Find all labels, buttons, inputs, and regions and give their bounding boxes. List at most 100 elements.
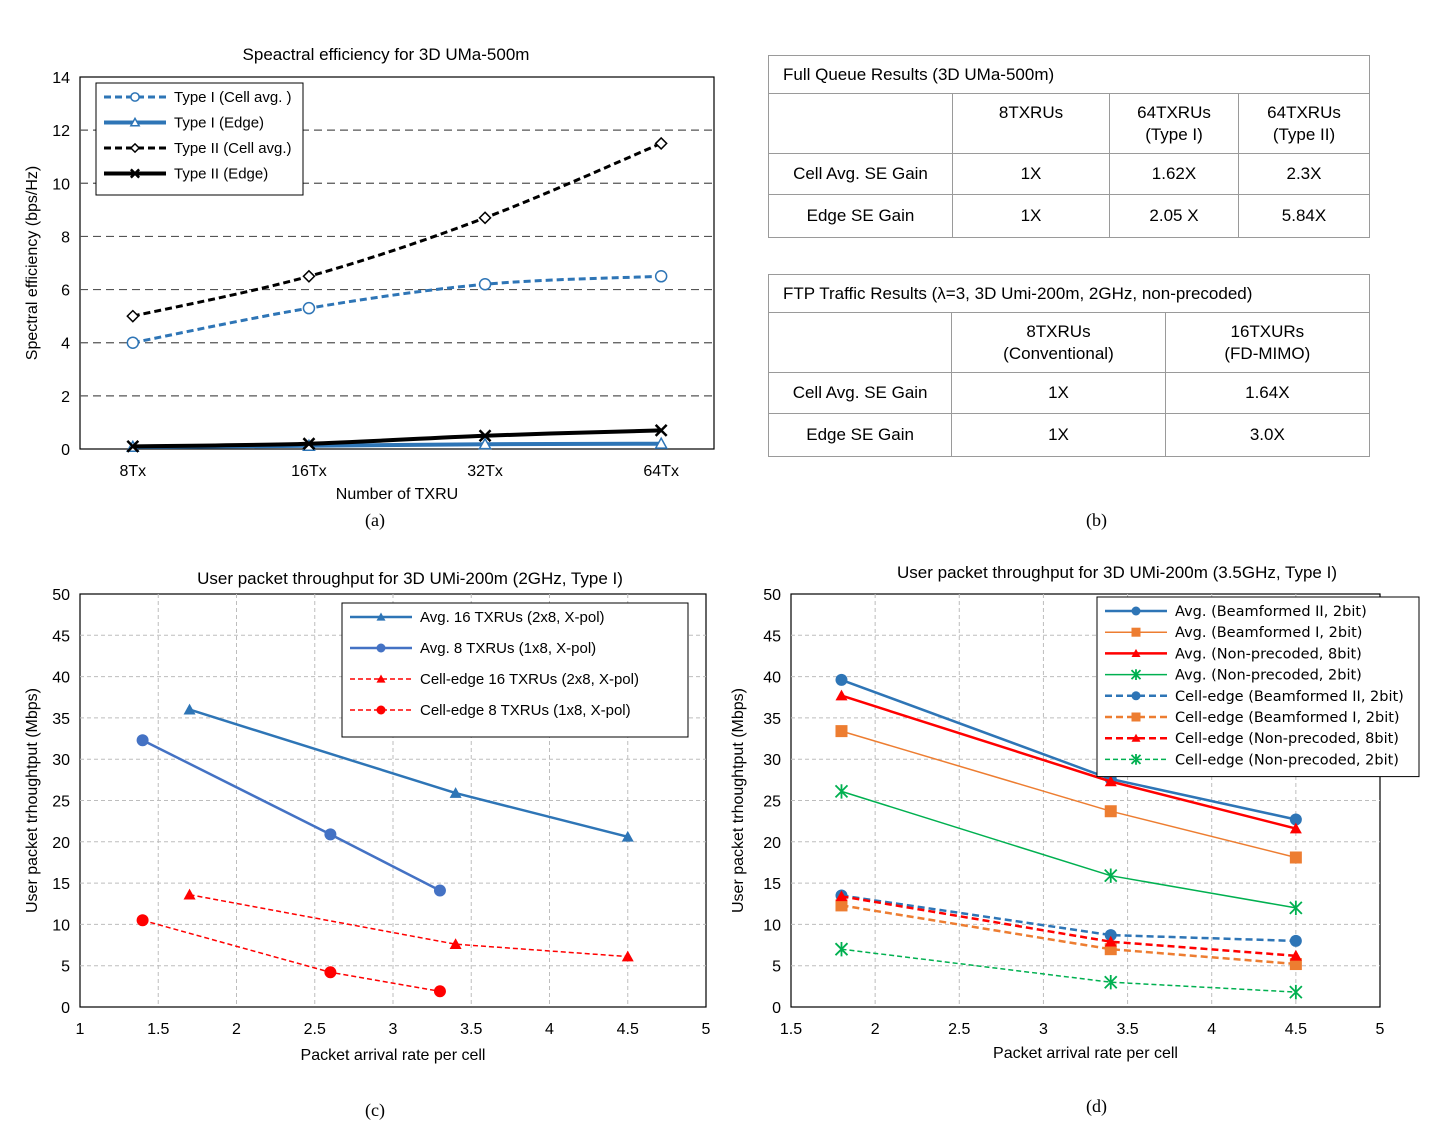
series-line xyxy=(132,274,662,345)
data-point xyxy=(478,429,492,443)
ftp-title: FTP Traffic Results (λ=3, 3D Umi-200m, 2… xyxy=(768,274,1370,313)
data-point xyxy=(1131,606,1141,616)
legend-label: Avg. 8 TXRUs (1x8, X-pol) xyxy=(420,640,596,657)
x-tick-label: 4.5 xyxy=(617,1021,639,1038)
y-tick-label: 25 xyxy=(763,794,781,811)
chart-title: User packet throughput for 3D UMi-200m (… xyxy=(897,563,1337,582)
data-point xyxy=(130,92,140,102)
data-point xyxy=(654,436,668,449)
data-point xyxy=(136,734,149,747)
y-tick-label: 40 xyxy=(52,670,70,687)
caption-b: (b) xyxy=(1086,510,1107,530)
x-tick-label: 5 xyxy=(702,1021,711,1038)
y-axis-label: User packet trhoughtput (Mbps) xyxy=(24,688,41,913)
ftp-header-8txrus: 8TXRUs (Conventional) xyxy=(951,312,1166,373)
data-point xyxy=(835,689,848,701)
data-point xyxy=(478,211,492,225)
series-2 xyxy=(835,689,1302,834)
ftp-traffic-results-table: FTP Traffic Results (λ=3, 3D Umi-200m, 2… xyxy=(767,274,1371,457)
data-point xyxy=(126,309,140,323)
data-point xyxy=(376,612,386,621)
data-point xyxy=(654,424,668,437)
data-point xyxy=(302,301,316,315)
y-tick-label: 10 xyxy=(52,917,70,934)
full-queue-row-label: Cell Avg. SE Gain xyxy=(768,153,953,195)
data-point xyxy=(1104,868,1118,883)
x-tick-label: 5 xyxy=(1376,1021,1385,1038)
y-tick-label: 20 xyxy=(52,835,70,852)
y-axis-label: Spectral efficiency (bps/Hz) xyxy=(24,166,41,360)
data-point xyxy=(834,941,849,957)
data-point xyxy=(126,439,140,453)
data-point xyxy=(1131,627,1141,637)
data-point xyxy=(324,966,337,979)
full-queue-cell: 1X xyxy=(952,153,1110,195)
legend-label: Cell-edge (Non-precoded, 8bit) xyxy=(1175,731,1399,747)
full-queue-header-64txrus-type1: 64TXRUs (Type I) xyxy=(1109,93,1239,154)
x-axis-label: Packet arrival rate per cell xyxy=(993,1045,1178,1062)
series-3 xyxy=(834,784,1303,916)
series-3 xyxy=(126,424,668,453)
series-0 xyxy=(126,270,668,349)
y-tick-label: 0 xyxy=(772,1000,781,1017)
y-tick-label: 12 xyxy=(52,123,70,140)
full-queue-cell: 1X xyxy=(952,194,1110,238)
data-point xyxy=(835,899,848,912)
x-tick-label: 64Tx xyxy=(643,463,679,480)
y-tick-label: 0 xyxy=(61,1000,70,1017)
x-tick-label: 1.5 xyxy=(780,1021,802,1038)
full-queue-results-table: Full Queue Results (3D UMa-500m) 8TXRUs … xyxy=(768,55,1370,238)
data-point xyxy=(376,643,386,653)
x-tick-label: 3.5 xyxy=(1116,1021,1138,1038)
full-queue-cell: 2.05 X xyxy=(1109,194,1239,238)
y-tick-label: 5 xyxy=(772,959,781,976)
legend: Avg. (Beamformed II, 2bit) Avg. (Beamform… xyxy=(1096,596,1420,778)
x-tick-label: 2.5 xyxy=(304,1021,326,1038)
series-0 xyxy=(183,703,634,842)
series-4 xyxy=(835,889,1302,947)
full-queue-row-label: Edge SE Gain xyxy=(768,194,953,238)
data-point xyxy=(1131,648,1141,657)
data-point xyxy=(1104,935,1117,947)
y-tick-label: 10 xyxy=(763,917,781,934)
y-tick-label: 8 xyxy=(61,229,70,246)
data-point xyxy=(1104,975,1118,990)
caption-a: (a) xyxy=(365,510,385,530)
series-line xyxy=(841,790,1297,909)
series-line xyxy=(841,904,1296,966)
data-point xyxy=(449,938,462,950)
series-2 xyxy=(126,136,668,323)
data-point xyxy=(478,437,492,450)
series-2 xyxy=(183,888,634,962)
data-point xyxy=(654,136,668,150)
data-point xyxy=(621,830,634,842)
chart-title: Speactral efficiency for 3D UMa-500m xyxy=(243,45,530,64)
y-tick-label: 35 xyxy=(763,711,781,728)
full-queue-header-8txrus: 8TXRUs xyxy=(952,93,1110,154)
data-point xyxy=(376,674,386,683)
legend-box xyxy=(1096,596,1420,778)
x-tick-label: 3 xyxy=(1039,1021,1048,1038)
series-1 xyxy=(136,734,446,897)
series-line xyxy=(189,893,628,958)
legend-label: Cell-edge 16 TXRUs (2x8, X-pol) xyxy=(420,671,639,688)
data-point xyxy=(478,278,492,291)
x-tick-label: 16Tx xyxy=(291,463,327,480)
data-point xyxy=(1289,934,1302,947)
data-point xyxy=(433,884,446,897)
legend-label: Cell-edge (Beamformed II, 2bit) xyxy=(1175,689,1404,705)
data-point xyxy=(1289,900,1303,916)
y-tick-label: 50 xyxy=(52,587,70,604)
x-tick-label: 1.5 xyxy=(147,1021,169,1038)
x-tick-label: 32Tx xyxy=(467,463,503,480)
y-tick-label: 10 xyxy=(52,176,70,193)
full-queue-header-64txrus-type2: 64TXRUs (Type II) xyxy=(1238,93,1370,154)
data-point xyxy=(183,888,196,900)
data-point xyxy=(302,269,316,283)
data-point xyxy=(183,703,196,715)
ftp-header-empty xyxy=(767,312,953,373)
ftp-cell: 1X xyxy=(951,372,1166,414)
data-point xyxy=(1289,984,1303,1000)
data-point xyxy=(129,142,141,154)
y-tick-label: 2 xyxy=(61,389,70,406)
